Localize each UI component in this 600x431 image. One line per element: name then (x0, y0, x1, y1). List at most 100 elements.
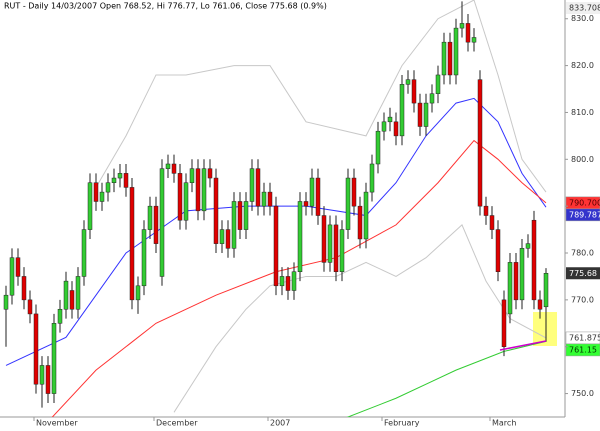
x-tick-label: December (156, 419, 198, 428)
candle-body (387, 116, 393, 123)
candle-body (81, 229, 87, 277)
candle-body (489, 215, 495, 230)
candle-body (477, 79, 483, 207)
candle-body (171, 163, 177, 174)
candle-body (501, 299, 507, 347)
candle-body (537, 299, 543, 310)
x-tick-label: March (492, 419, 516, 428)
candle-body (129, 187, 135, 301)
candle-body (465, 23, 471, 43)
candle-body (69, 290, 75, 310)
chart-title: RUT - Daily 14/03/2007 Open 768.52, Hi 7… (4, 2, 327, 11)
candle-body (39, 365, 45, 385)
candle-body (309, 177, 315, 207)
candle-body (273, 205, 279, 287)
candle-body (345, 177, 351, 230)
candle-body (225, 229, 231, 249)
candle-body (321, 215, 327, 263)
candle-body (3, 294, 9, 310)
candle-body (27, 299, 33, 315)
candle-body (333, 224, 339, 273)
candle-body (165, 163, 171, 169)
candle-body (357, 205, 363, 240)
candle-body (105, 182, 111, 193)
candle-body (423, 102, 429, 127)
high-label-box (566, 2, 600, 14)
value-label: 761.875 (569, 333, 600, 342)
candle-group (3, 1, 549, 408)
candle-body (249, 168, 255, 202)
candle-body (75, 276, 81, 310)
overlay-line (5, 97, 547, 366)
candle-body (255, 168, 261, 207)
candle-body (495, 229, 501, 273)
candle-body (63, 280, 69, 310)
candle-body (513, 262, 519, 301)
close-label-box (566, 267, 600, 280)
candle-body (297, 201, 303, 273)
high-label: 833.708 (569, 4, 600, 13)
candle-body (405, 79, 411, 85)
candle-body (153, 205, 159, 244)
candle-body (243, 201, 249, 230)
label-group: 750.0760.0770.0780.0790.0800.0810.0820.0… (565, 2, 600, 398)
candle-body (369, 163, 375, 193)
y-tick-label: 780.0 (571, 249, 594, 258)
candle-body (9, 257, 15, 296)
close-label: 775.68 (569, 269, 597, 278)
candle-body (279, 276, 285, 287)
candle-body (135, 285, 141, 301)
y-tick-label: 800.0 (571, 155, 594, 164)
candle-body (99, 191, 105, 202)
overlay-line (346, 340, 547, 417)
candle-body (525, 243, 531, 249)
candle-body (417, 102, 423, 127)
candle-body (261, 191, 267, 207)
candle-body (183, 182, 189, 221)
highlight-box (533, 312, 557, 346)
candle-body (453, 27, 459, 76)
candle-body (411, 79, 417, 104)
candle-body (213, 177, 219, 244)
value-label-box (565, 208, 600, 222)
candle-body (201, 168, 207, 212)
candle-body (471, 37, 477, 43)
y-tick-label: 820.0 (571, 61, 594, 70)
trend-line (499, 340, 547, 351)
candle-body (33, 313, 39, 385)
candle-body (45, 365, 51, 394)
candle-body (399, 84, 405, 137)
value-label: 789.787 (569, 210, 600, 219)
candle-body (51, 323, 57, 394)
candle-body (177, 173, 183, 221)
candle-body (531, 219, 537, 301)
candle-body (441, 41, 447, 76)
value-label: 790.700 (569, 198, 600, 207)
candle-body (195, 168, 201, 212)
x-tick-label: February (384, 419, 420, 428)
candle-body (291, 271, 297, 291)
candle-body (447, 41, 453, 76)
y-tick-label: 810.0 (571, 108, 594, 117)
candle-body (285, 276, 291, 291)
x-tick-label: 2007 (270, 419, 290, 428)
candle-body (459, 23, 465, 29)
candle-body (231, 201, 237, 249)
candle-body (543, 273, 549, 308)
overlay-line (95, 0, 547, 193)
candle-body (435, 74, 441, 94)
candle-body (303, 201, 309, 207)
candle-body (219, 229, 225, 244)
overlay-line (173, 224, 547, 413)
candle-body (111, 177, 117, 183)
value-label-box (565, 343, 600, 357)
candle-body (429, 93, 435, 104)
value-label: 761.15 (569, 345, 597, 354)
candle-body (123, 173, 129, 188)
candle-body (393, 121, 399, 137)
candle-body (327, 224, 333, 263)
candle-body (117, 173, 123, 179)
candle-body (93, 182, 99, 202)
